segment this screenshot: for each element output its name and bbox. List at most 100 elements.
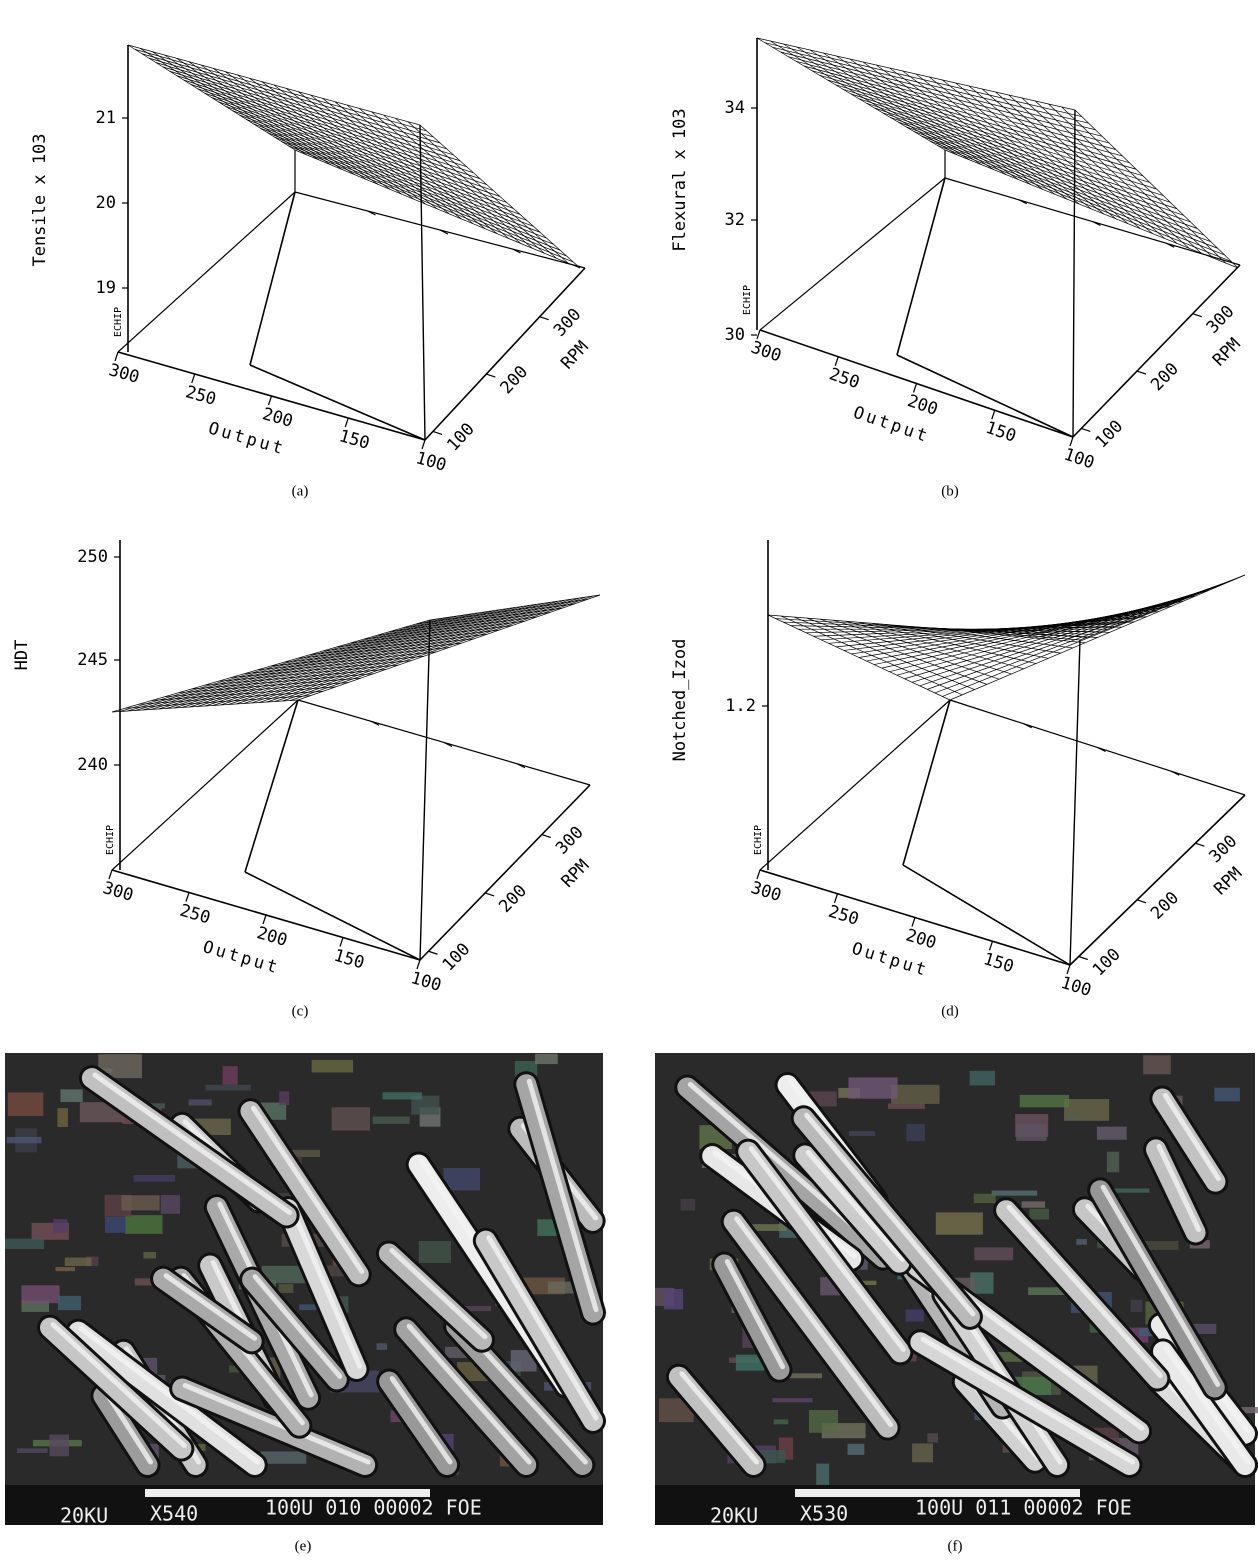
texture [58,1296,81,1310]
texture [664,1289,683,1309]
texture [189,1099,212,1105]
scale-info: 100U 011 00002 FOE [915,1496,1132,1520]
texture [223,1066,238,1085]
z-axis-label: Flexural x 103 [670,108,690,251]
x-tick-label: 300 [748,338,784,367]
z-tick-label: 34 [725,98,745,118]
y-axis-label: RPM [1210,864,1246,900]
z-tick-label: 1.2 [725,696,756,716]
texture [974,1194,996,1203]
surface-mesh [283,597,586,701]
z-axis-label: Notched_Izod [670,639,690,762]
panel-caption: (c) [292,1003,309,1019]
texture [1029,1209,1049,1220]
texture [206,1085,251,1091]
texture [1069,1114,1081,1119]
tick [540,317,549,320]
tick [340,938,343,947]
texture [122,1195,160,1210]
texture [279,1284,294,1293]
surface-mesh [875,108,1177,209]
texture [17,1448,48,1453]
z-axis-label: Tensile x 103 [30,133,50,266]
tick [990,941,993,950]
z-tick-label: 32 [725,210,745,230]
z-axis-label: HDT [12,640,32,671]
watermark: ECHIP [113,307,124,337]
tick [1137,371,1146,374]
tick [912,918,915,927]
y-tick-label: 200 [1147,359,1183,395]
tick [345,418,348,427]
x-tick-label: 300 [748,878,783,906]
texture [279,1091,289,1105]
surface-mesh [288,146,573,262]
magnification: X540 [150,1502,198,1526]
texture [332,1107,370,1130]
tick [429,951,438,954]
surface-mesh [311,95,474,224]
floor-line [118,192,295,352]
texture [5,1239,44,1249]
surface-mesh [236,603,543,704]
texture [161,1195,180,1214]
panel-caption: (e) [295,1538,312,1554]
x-tick-label: 100 [413,448,448,476]
surface-mesh [1028,596,1196,636]
x-tick-label: 300 [106,360,141,388]
tick [192,374,195,383]
voltage: 20KU [60,1504,108,1528]
x-tick-label: 150 [337,426,372,454]
texture [105,1217,126,1233]
x-tick-label: 100 [1058,973,1093,1001]
tick [1195,843,1204,846]
texture [1020,1095,1069,1107]
texture [134,1175,176,1182]
texture [57,1108,68,1127]
surface-mesh [244,602,551,703]
y-tick-label: 200 [497,362,533,398]
texture [1076,1239,1087,1245]
surface-mesh [929,141,1224,255]
watermark: ECHIP [742,285,753,315]
surface-mesh [956,83,1128,224]
surface-mesh [213,606,522,705]
texture [848,1077,897,1098]
x-tick-label: 200 [905,391,941,420]
figure: 212019Tensile x 103ECHIP300250200150100O… [0,0,1258,1561]
tick [263,915,266,924]
texture [1016,1124,1046,1141]
tick [186,893,189,902]
texture [992,1191,1037,1196]
y-axis-label: RPM [557,337,593,373]
texture [1022,1201,1045,1207]
tick [1079,957,1088,960]
tick [269,396,272,405]
y-tick-label: 100 [439,939,475,975]
floor-line [250,192,295,365]
surface-mesh [225,106,513,208]
floor-line [760,700,950,870]
floor-line [903,700,950,865]
x-tick-label: 200 [254,923,289,951]
tick [542,835,551,838]
texture [1097,1127,1127,1140]
surface-mesh [906,127,1204,235]
surface-mesh [377,613,550,636]
texture [970,1071,995,1086]
tick [1193,314,1202,317]
texture [7,1137,42,1143]
tick [433,431,442,434]
surface-mesh [867,103,1170,202]
panel-caption: (a) [292,483,309,499]
surface-mesh [228,604,536,704]
surface-mesh [1067,580,1233,639]
surface-mesh [420,125,580,268]
watermark: ECHIP [105,825,116,855]
floor-line [760,178,945,330]
texture [377,1343,388,1350]
y-tick-label: 300 [550,305,586,341]
tick [109,870,112,879]
panel-caption: (d) [941,1003,959,1019]
surface-mesh [359,108,520,243]
